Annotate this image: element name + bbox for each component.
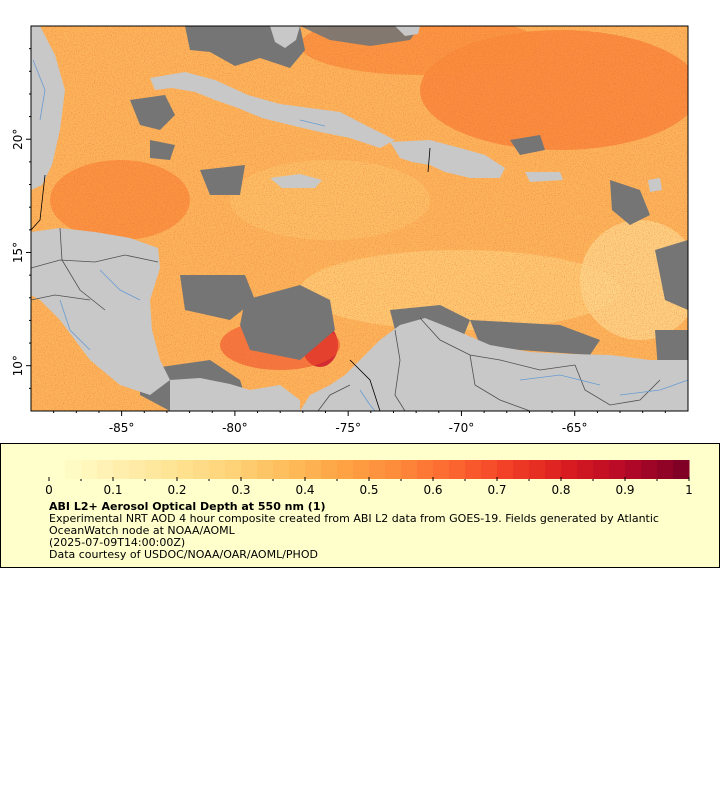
- minor-ticks: [29, 48, 666, 413]
- map-frame: [30, 25, 689, 412]
- colorbar-tick-label: 0: [45, 483, 53, 497]
- x-tick-label: -70°: [449, 421, 475, 435]
- colorbar-cell: [417, 460, 434, 479]
- colorbar-cell: [337, 460, 354, 479]
- legend-panel: 0 0.1 0.2 0.3 0.4 0.5 0.6 0.7 0.8 0.9 1 ABI L2+ Ae…: [0, 443, 720, 568]
- colorbar-tick-label: 0.6: [423, 483, 442, 497]
- colorbar-cell: [577, 460, 594, 479]
- colorbar-tick-label: 0.1: [103, 483, 122, 497]
- legend-text: ABI L2+ Aerosol Optical Depth at 550 nm …: [49, 501, 689, 561]
- colorbar-cell: [593, 460, 610, 479]
- colorbar: 0 0.1 0.2 0.3 0.4 0.5 0.6 0.7 0.8 0.9 1: [45, 460, 693, 497]
- legend-description: Experimental NRT AOD 4 hour composite cr…: [49, 512, 659, 537]
- land-puerto-rico: [525, 172, 563, 182]
- colorbar-cell: [305, 460, 322, 479]
- land-jamaica: [270, 174, 322, 188]
- y-tick-label: 20°: [11, 129, 25, 150]
- colorbar-tick-label: 0.7: [487, 483, 506, 497]
- colorbar-cell: [129, 460, 146, 479]
- land-honduras-nicaragua: [31, 228, 170, 395]
- colorbar-cell: [113, 460, 130, 479]
- land-bahamas: [395, 26, 420, 36]
- colorbar-cell: [289, 460, 306, 479]
- colorbar-tick-label: 0.8: [551, 483, 570, 497]
- colorbar-cell: [161, 460, 178, 479]
- colorbar-tick-label: 0.4: [295, 483, 314, 497]
- colorbar-cell: [609, 460, 626, 479]
- colorbar-cell: [321, 460, 338, 479]
- land-florida: [270, 26, 300, 48]
- y-tick-label: 15°: [11, 242, 25, 263]
- land-central-america: [31, 26, 65, 190]
- land-hispaniola: [390, 140, 505, 178]
- colorbar-cell: [81, 460, 98, 479]
- colorbar-cell: [449, 460, 466, 479]
- colorbar-cell: [97, 460, 114, 479]
- colorbar-cell: [673, 460, 690, 479]
- x-axis: -85° -80° -75° -70° -65°: [109, 411, 588, 435]
- colorbar-cell: [369, 460, 386, 479]
- colorbar-cell: [401, 460, 418, 479]
- colorbar-cell: [529, 460, 546, 479]
- country-borders: [31, 147, 661, 411]
- colorbar-cell: [465, 460, 482, 479]
- x-tick-label: -85°: [109, 421, 135, 435]
- colorbar-cell: [353, 460, 370, 479]
- colorbar-cell: [49, 460, 66, 479]
- colorbar-cell: [481, 460, 498, 479]
- y-axis: 20° 15° 10°: [11, 129, 31, 376]
- colorbar-labels: 0 0.1 0.2 0.3 0.4 0.5 0.6 0.7 0.8 0.9 1: [45, 477, 693, 497]
- colorbar-tick-label: 1: [685, 483, 693, 497]
- legend-credit: Data courtesy of USDOC/NOAA/OAR/AOML/PHO…: [49, 548, 318, 561]
- colorbar-cell: [641, 460, 658, 479]
- rivers: [32, 59, 688, 411]
- colorbar-cell: [385, 460, 402, 479]
- colorbar-cell: [257, 460, 274, 479]
- x-tick-label: -75°: [335, 421, 361, 435]
- colorbar-cell: [497, 460, 514, 479]
- colorbar-tick-label: 0.9: [615, 483, 634, 497]
- x-tick-label: -80°: [222, 421, 248, 435]
- land-cuba: [150, 72, 395, 148]
- colorbar-cells: [49, 460, 690, 479]
- colorbar-cell: [65, 460, 82, 479]
- land-panama: [170, 378, 300, 411]
- colorbar-cell: [625, 460, 642, 479]
- map-panel: -85° -80° -75° -70° -65° 20° 15° 10°: [11, 25, 689, 435]
- colorbar-cell: [657, 460, 674, 479]
- x-tick-label: -65°: [562, 421, 588, 435]
- colorbar-cell: [225, 460, 242, 479]
- y-tick-label: 10°: [11, 355, 25, 376]
- colorbar-cell: [273, 460, 290, 479]
- colorbar-cell: [561, 460, 578, 479]
- colorbar-cell: [433, 460, 450, 479]
- legend-title: ABI L2+ Aerosol Optical Depth at 550 nm …: [49, 500, 326, 513]
- colorbar-cell: [145, 460, 162, 479]
- aod-map: -85° -80° -75° -70° -65° 20° 15° 10°: [11, 25, 689, 435]
- colorbar-cell: [177, 460, 194, 479]
- colorbar-cell: [545, 460, 562, 479]
- colorbar-tick-label: 0.2: [167, 483, 186, 497]
- land-antilles: [648, 178, 662, 192]
- colorbar-cell: [209, 460, 226, 479]
- colorbar-tick-label: 0.5: [359, 483, 378, 497]
- colorbar-cell: [193, 460, 210, 479]
- legend-timestamp: (2025-07-09T14:00:00Z): [49, 536, 186, 549]
- colorbar-cell: [513, 460, 530, 479]
- colorbar-tick-label: 0.3: [231, 483, 250, 497]
- colorbar-cell: [241, 460, 258, 479]
